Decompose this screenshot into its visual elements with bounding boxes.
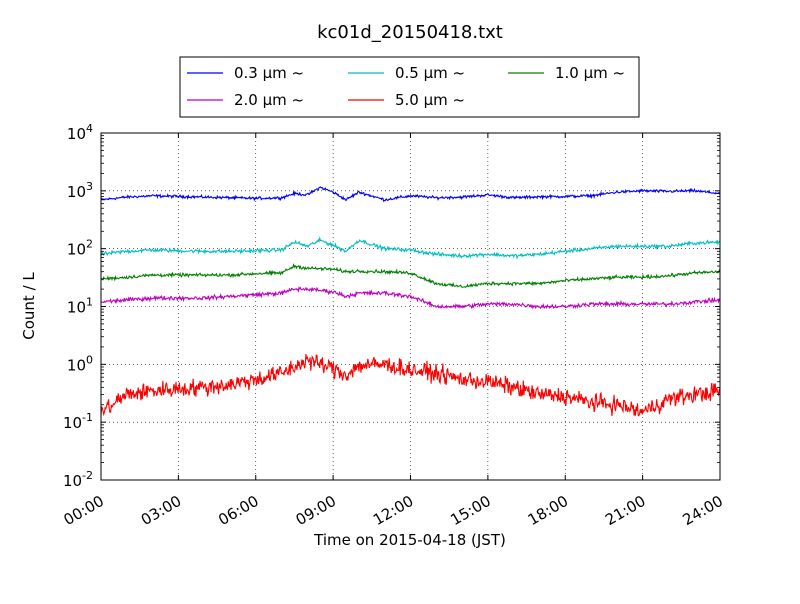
legend-label-4: 5.0 μm ~ (395, 91, 465, 109)
legend-label-2: 1.0 μm ~ (555, 64, 625, 82)
legend-label-0: 0.3 μm ~ (234, 64, 304, 82)
y-tick-label: 102 (67, 238, 93, 259)
series-line-4 (101, 353, 720, 417)
series-group (101, 186, 720, 417)
y-tick-label: 10-2 (63, 469, 93, 490)
series-line-1 (101, 236, 720, 260)
y-tick-label: 103 (67, 180, 93, 201)
legend: 0.3 μm ~ 0.5 μm ~ 1.0 μm ~ 2.0 μm ~ 5.0 μm ~ (179, 56, 640, 118)
legend-box (179, 56, 640, 118)
y-tick-label: 100 (67, 353, 93, 374)
series-line-3 (101, 285, 720, 310)
legend-label-1: 0.5 μm ~ (395, 64, 465, 82)
series-line-2 (101, 262, 720, 289)
y-tick-label: 101 (67, 296, 93, 317)
legend-label-3: 2.0 μm ~ (234, 91, 304, 109)
chart-title: kc01d_20150418.txt (317, 22, 503, 43)
y-axis-label: Count / L (20, 272, 38, 340)
x-axis-label: Time on 2015-04-18 (JST) (313, 531, 506, 549)
y-tick-label: 10-1 (63, 411, 93, 432)
series-line-0 (101, 186, 720, 203)
y-tick-label: 104 (67, 122, 93, 143)
